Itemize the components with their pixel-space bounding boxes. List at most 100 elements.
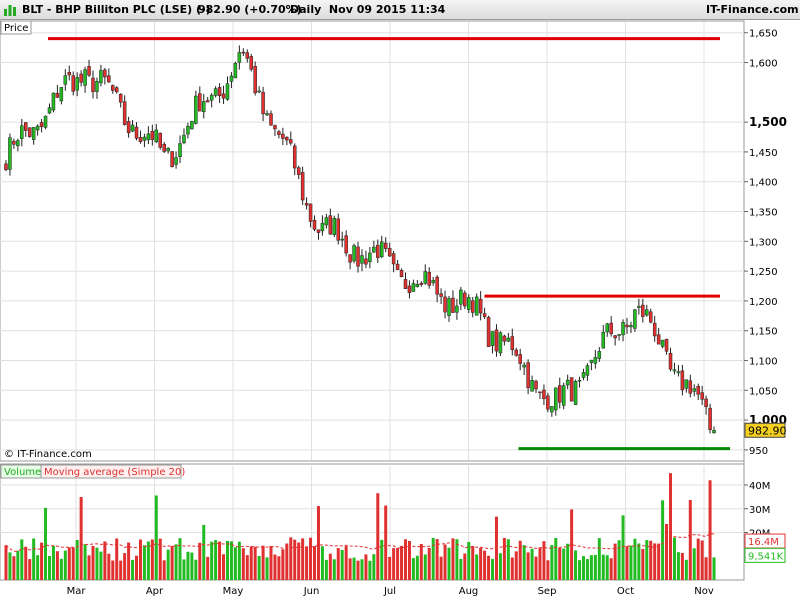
symbol-title: BLT - BHP Billiton PLC (LSE) (-) — [22, 3, 211, 16]
volume-bar — [407, 541, 411, 580]
volume-bar — [214, 540, 218, 580]
candle-body — [518, 354, 522, 364]
volume-bar — [372, 554, 376, 580]
last-price-box — [744, 422, 786, 438]
volume-bar — [653, 543, 657, 580]
candle-body — [692, 388, 696, 392]
candle-body — [20, 125, 24, 139]
candle-body — [700, 392, 704, 400]
candle-body — [182, 134, 186, 144]
last-volume-value: 9,541K — [748, 551, 784, 562]
volume-bar — [518, 540, 522, 580]
candle-body — [451, 297, 455, 313]
volume-bar — [63, 550, 67, 580]
price-label: Price — [4, 23, 28, 34]
volume-bar — [605, 555, 609, 580]
candle-body — [154, 129, 159, 143]
volume-bar — [301, 538, 305, 580]
volume-bar — [253, 546, 257, 580]
volume-bar — [562, 548, 566, 580]
candle-body — [79, 73, 83, 83]
candle-body — [146, 133, 151, 141]
candle-body — [39, 122, 44, 128]
volume-bar — [684, 559, 688, 580]
candle-body — [455, 305, 459, 313]
volume-bar — [704, 557, 708, 580]
candle-body — [348, 254, 352, 263]
candle-body — [126, 121, 131, 134]
volume-bar — [28, 559, 32, 580]
ma-value-marker: 16.4M — [744, 533, 786, 549]
candle-body — [150, 130, 155, 140]
candle-body — [103, 69, 107, 78]
month-label: Sep — [538, 586, 557, 597]
volume-bar — [305, 546, 309, 580]
volume-bar — [649, 540, 653, 580]
candle-body — [605, 323, 609, 333]
volume-bar — [570, 509, 574, 580]
volume-bar — [554, 538, 558, 580]
candle-body — [486, 317, 491, 347]
candle-body — [360, 255, 364, 264]
volume-bar — [210, 541, 214, 580]
volume-bar — [40, 542, 44, 580]
candle-body — [16, 140, 20, 147]
candle-body — [470, 300, 475, 313]
volume-bar — [12, 556, 16, 580]
candle-body — [31, 127, 36, 140]
volume-bar — [609, 558, 613, 580]
ma-legend-box — [40, 464, 182, 479]
volume-bar — [95, 547, 99, 580]
volume-bar — [170, 546, 174, 580]
volume-bar — [637, 543, 641, 580]
candle-body — [447, 298, 451, 316]
volume-bar — [336, 548, 340, 580]
candle-body — [368, 252, 372, 263]
candle-body — [609, 322, 613, 334]
candle-body — [530, 380, 534, 392]
candle-body — [63, 75, 68, 85]
candle-body — [130, 124, 135, 132]
candle-body — [142, 136, 147, 141]
candle-body — [344, 235, 348, 254]
candle-body — [629, 325, 633, 328]
volume-bar — [135, 555, 139, 580]
volume-bar — [589, 555, 593, 580]
candle-body — [47, 107, 52, 114]
candle-body — [546, 395, 550, 410]
candle-body — [198, 93, 202, 112]
volume-bar — [71, 547, 75, 580]
volume-bar — [613, 543, 617, 580]
volume-bar — [510, 557, 514, 580]
candle-body — [12, 140, 16, 145]
candle-body — [340, 238, 344, 241]
brand-label: IT-Finance.com — [706, 3, 799, 16]
candle-body — [71, 75, 75, 92]
volume-bar — [166, 549, 170, 580]
volume-bar — [332, 559, 336, 580]
candle-body — [213, 88, 218, 96]
candle-body — [380, 241, 384, 258]
candle-body — [91, 77, 95, 93]
volume-bar — [530, 548, 534, 580]
candle-body — [431, 279, 435, 284]
volume-bar — [24, 546, 28, 580]
volume-bar — [316, 506, 320, 580]
candle-body — [439, 293, 443, 297]
price-tick-label: 1,400 — [749, 178, 778, 189]
volume-bar — [67, 547, 71, 580]
volume-bar — [396, 548, 400, 580]
volume-bar — [463, 553, 467, 580]
price-tick-label: 1,450 — [749, 148, 778, 159]
month-label: Mar — [67, 586, 87, 597]
candle-body — [645, 309, 649, 316]
volume-bar — [182, 559, 186, 580]
volume-bar — [174, 544, 178, 580]
candle-body — [395, 263, 400, 270]
volume-bar — [233, 547, 237, 580]
ma-value: 16.4M — [748, 537, 779, 548]
candle-body — [261, 91, 265, 115]
candle-body — [625, 324, 629, 328]
volume-bar — [119, 560, 123, 580]
candle-body — [641, 304, 645, 317]
